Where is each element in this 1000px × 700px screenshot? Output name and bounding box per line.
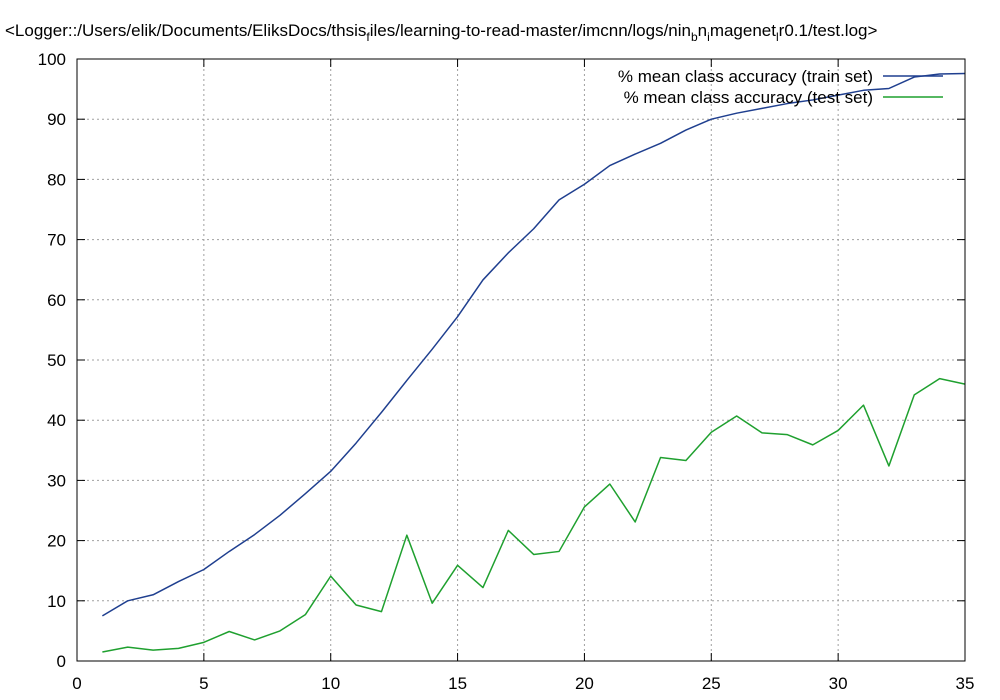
y-tick-label: 50 — [47, 351, 66, 370]
x-tick-label: 20 — [575, 674, 594, 693]
title-sub-4: l — [776, 30, 779, 44]
legend: % mean class accuracy (train set) % mean… — [618, 67, 943, 107]
x-tick-label: 5 — [199, 674, 208, 693]
y-tick-label: 40 — [47, 411, 66, 430]
x-tick-label: 35 — [956, 674, 975, 693]
axis-ticks — [76, 58, 966, 662]
title-mid-1: iles/learning-to-read-master/imcnn/logs/… — [370, 21, 691, 40]
y-tick-label: 10 — [47, 592, 66, 611]
title-sub-2: b — [691, 30, 698, 44]
plot-frame — [76, 58, 966, 662]
x-tick-label: 30 — [829, 674, 848, 693]
x-tick-label: 0 — [72, 674, 81, 693]
grid — [77, 59, 965, 661]
series-line-train — [101, 72, 966, 617]
title-mid-3: magenet — [710, 21, 776, 40]
axis-tick-labels: 0 10 20 30 40 50 60 70 80 90 100 0 5 10 15 20 25 30 35 — [38, 50, 975, 693]
title-sub-1: f — [366, 30, 370, 44]
y-tick-label: 70 — [47, 231, 66, 250]
y-tick-label: 60 — [47, 291, 66, 310]
x-tick-label: 15 — [448, 674, 467, 693]
legend-label-test: % mean class accuracy (test set) — [624, 88, 873, 107]
x-tick-label: 25 — [702, 674, 721, 693]
y-tick-label: 20 — [47, 532, 66, 551]
y-tick-label: 90 — [47, 110, 66, 129]
x-tick-label: 10 — [321, 674, 340, 693]
chart-title: <Logger::/Users/elik/Documents/EliksDocs… — [5, 21, 877, 44]
y-tick-label: 100 — [38, 50, 66, 69]
y-tick-label: 30 — [47, 471, 66, 490]
title-prefix: <Logger::/Users/elik/Documents/EliksDocs… — [5, 21, 366, 40]
title-suffix: r0.1/test.log> — [779, 21, 878, 40]
title-mid-2: n — [698, 21, 707, 40]
y-tick-label: 80 — [47, 170, 66, 189]
y-tick-label: 0 — [57, 652, 66, 671]
legend-label-train: % mean class accuracy (train set) — [618, 67, 873, 86]
title-sub-3: i — [707, 30, 710, 44]
series-line-test — [102, 377, 966, 653]
series-lines — [101, 72, 966, 653]
